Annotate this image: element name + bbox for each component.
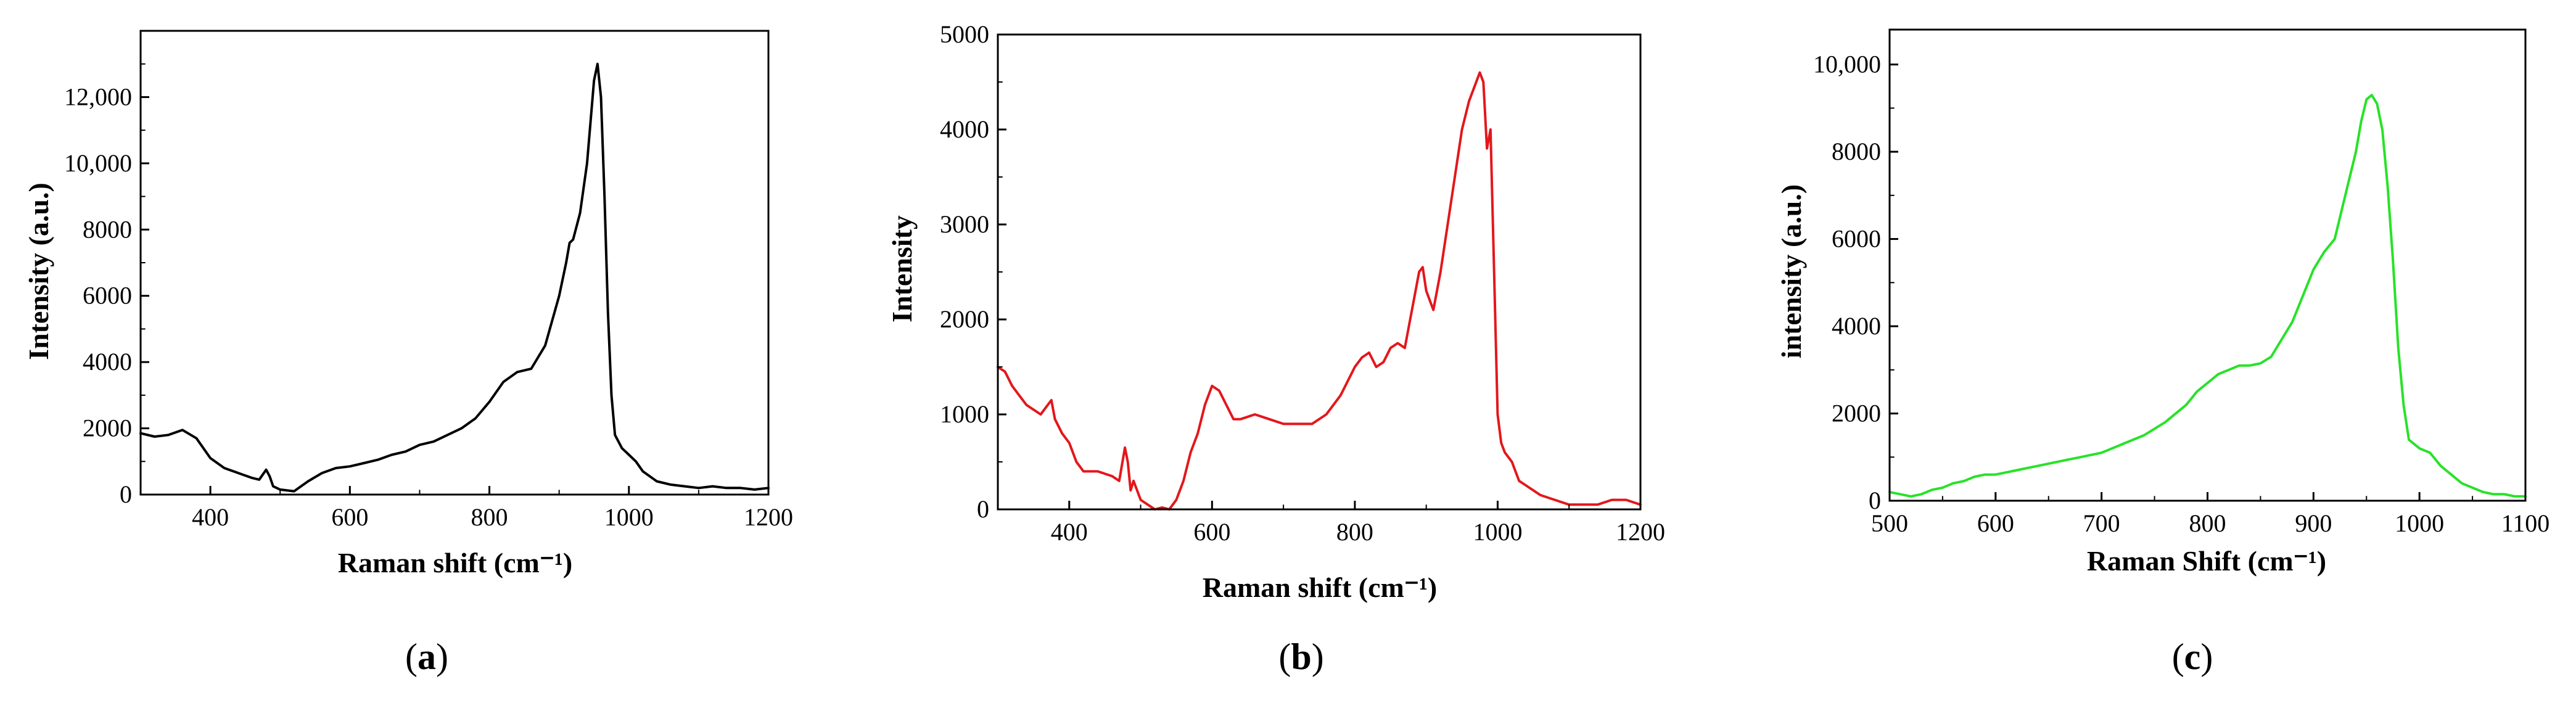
x-tick-label-c: 800 <box>2189 509 2226 537</box>
panel-label-letter-b: b <box>1291 636 1311 677</box>
x-tick-label-a: 1000 <box>604 503 654 531</box>
x-tick-label-a: 600 <box>331 503 368 531</box>
panel-label-letter-a: a <box>418 636 436 677</box>
y-tick-label-a: 6000 <box>83 282 132 310</box>
x-tick-label-c: 600 <box>1977 509 2014 537</box>
x-tick-label-b: 1200 <box>1616 518 1665 546</box>
y-tick-label-b: 3000 <box>940 210 989 238</box>
spectrum-line-b <box>997 71 1642 511</box>
x-tick-labels-a: 400 600 800 1000 1200 <box>192 503 793 531</box>
y-tick-label-a: 8000 <box>83 215 132 243</box>
y-axis-title-a: Intensity (a.u.) <box>23 183 54 360</box>
panel-label-b: (b) <box>1278 636 1323 677</box>
panel-c: 0 2000 4000 6000 8000 10,000 500 600 700 800 900 1… <box>1776 28 2549 677</box>
y-tick-label-a: 2000 <box>83 414 132 442</box>
plot-frame-b <box>997 33 1642 511</box>
panel-label-letter-c: c <box>2184 636 2201 677</box>
y-tick-label-c: 6000 <box>1832 225 1881 253</box>
x-tick-label-a: 800 <box>471 503 508 531</box>
x-tick-labels-b: 400 600 800 1000 1200 <box>1051 518 1665 546</box>
y-tick-label-a: 12,000 <box>64 83 132 110</box>
plot-frame-c <box>1888 28 2527 502</box>
y-tick-label-c: 8000 <box>1832 138 1881 165</box>
y-tick-label-b: 4000 <box>940 115 989 143</box>
y-tick-label-a: 10,000 <box>64 149 132 177</box>
spectrum-line-c <box>1888 94 2527 498</box>
x-tick-label-b: 400 <box>1051 518 1088 546</box>
spectrum-line-a <box>139 62 770 493</box>
y-axis-title-c: intensity (a.u.) <box>1776 184 1807 358</box>
panel-label-c: (c) <box>2172 636 2213 677</box>
x-tick-label-c: 900 <box>2295 509 2332 537</box>
plot-area-c <box>1888 28 2527 502</box>
plot-area-a <box>139 30 770 496</box>
y-tick-labels-b: 0 1000 2000 3000 4000 5000 <box>940 20 989 523</box>
panel-label-a: (a) <box>405 636 448 677</box>
plot-frame-a <box>139 30 770 496</box>
y-tick-label-c: 10,000 <box>1813 51 1881 78</box>
y-tick-label-b: 5000 <box>940 20 989 48</box>
x-axis-title-c: Raman Shift (cm⁻¹) <box>2087 545 2326 577</box>
x-tick-label-a: 1200 <box>744 503 793 531</box>
x-tick-label-c: 700 <box>2083 509 2120 537</box>
y-tick-label-a: 0 <box>120 480 132 508</box>
x-tick-label-c: 1000 <box>2395 509 2444 537</box>
x-tick-labels-c: 500 600 700 800 900 1000 1100 <box>1871 509 2549 537</box>
x-tick-label-c: 500 <box>1871 509 1908 537</box>
y-tick-label-b: 2000 <box>940 305 989 333</box>
x-tick-label-c: 1100 <box>2501 509 2550 537</box>
x-tick-label-b: 1000 <box>1473 518 1522 546</box>
y-axis-title-b: Intensity <box>886 215 918 323</box>
panel-a: 0 2000 4000 6000 8000 10,000 12,000 400 600 800 1… <box>23 30 793 677</box>
y-tick-label-a: 4000 <box>83 348 132 376</box>
x-tick-label-b: 800 <box>1336 518 1373 546</box>
y-tick-labels-c: 0 2000 4000 6000 8000 10,000 <box>1813 51 1881 514</box>
y-tick-label-c: 4000 <box>1832 312 1881 340</box>
y-tick-label-b: 1000 <box>940 400 989 428</box>
y-tick-label-c: 0 <box>1869 487 1881 514</box>
plot-area-b <box>997 33 1642 511</box>
x-tick-label-b: 600 <box>1193 518 1230 546</box>
x-axis-title-b: Raman shift (cm⁻¹) <box>1203 572 1437 603</box>
y-tick-label-c: 2000 <box>1832 400 1881 427</box>
y-tick-label-b: 0 <box>977 495 989 523</box>
x-tick-label-a: 400 <box>192 503 229 531</box>
y-tick-labels-a: 0 2000 4000 6000 8000 10,000 12,000 <box>64 83 132 508</box>
x-axis-title-a: Raman shift (cm⁻¹) <box>338 547 572 578</box>
